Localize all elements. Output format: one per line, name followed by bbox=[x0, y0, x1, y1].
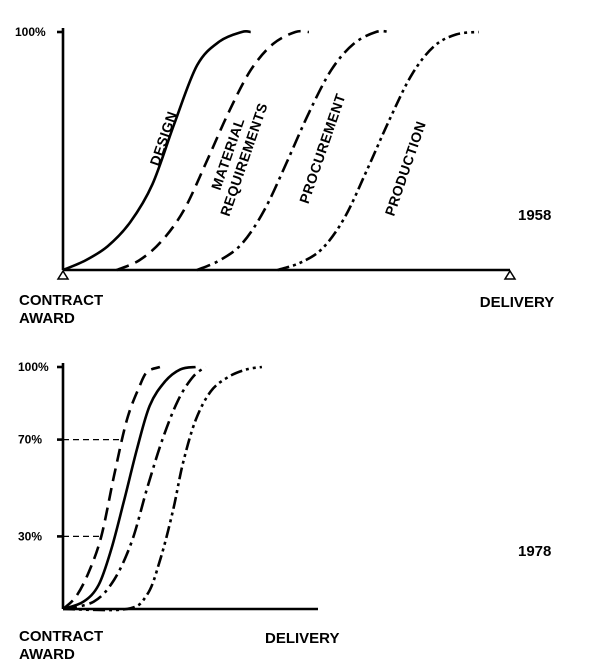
contract-award-label: CONTRACT AWARD bbox=[19, 628, 103, 663]
y-tick-label: 100% bbox=[15, 25, 46, 39]
series-line-design bbox=[62, 29, 251, 272]
series-line-production bbox=[277, 30, 479, 272]
contract-award-label-line: AWARD bbox=[19, 646, 75, 663]
delivery-label: DELIVERY bbox=[265, 630, 339, 647]
series-label-line: PRODUCTION bbox=[382, 119, 429, 218]
series-label-material-requirements: MATERIALREQUIREMENTS bbox=[201, 95, 271, 218]
series-label-line: DESIGN bbox=[146, 109, 180, 168]
series-label-procurement: PROCUREMENT bbox=[296, 91, 349, 205]
contract-award-label: CONTRACT AWARD bbox=[19, 292, 103, 327]
contract-award-label-line: CONTRACT bbox=[19, 628, 103, 645]
series-label-production: PRODUCTION bbox=[382, 119, 429, 218]
series-line-series-2 bbox=[62, 365, 196, 611]
contract-award-label-line: CONTRACT bbox=[19, 292, 103, 309]
series-line-procurement bbox=[196, 29, 390, 272]
delivery-label: DELIVERY bbox=[480, 294, 554, 311]
contract-award-marker bbox=[56, 269, 70, 280]
y-tick-label: 100% bbox=[18, 360, 49, 374]
series-label-line: PROCUREMENT bbox=[296, 91, 349, 205]
y-tick-label: 70% bbox=[18, 433, 42, 447]
chart-1958: 100% DESIGN MATERIALREQUIREMENTS PROCUREMEN… bbox=[15, 25, 554, 327]
series-line-series-1 bbox=[62, 365, 161, 610]
series-line-material-requirements bbox=[116, 29, 310, 272]
series-line-series-3 bbox=[62, 365, 207, 611]
delivery-marker bbox=[503, 269, 517, 280]
chart-1978: 100% 70% 30% CONTRACT AWARD DELIVERY 1978 bbox=[18, 360, 551, 663]
series-label-design: DESIGN bbox=[146, 109, 180, 168]
year-label: 1958 bbox=[518, 207, 551, 224]
y-tick-label: 30% bbox=[18, 529, 42, 543]
series-line-series-4 bbox=[62, 365, 263, 612]
year-label: 1978 bbox=[518, 543, 551, 560]
contract-award-label-line: AWARD bbox=[19, 310, 75, 327]
